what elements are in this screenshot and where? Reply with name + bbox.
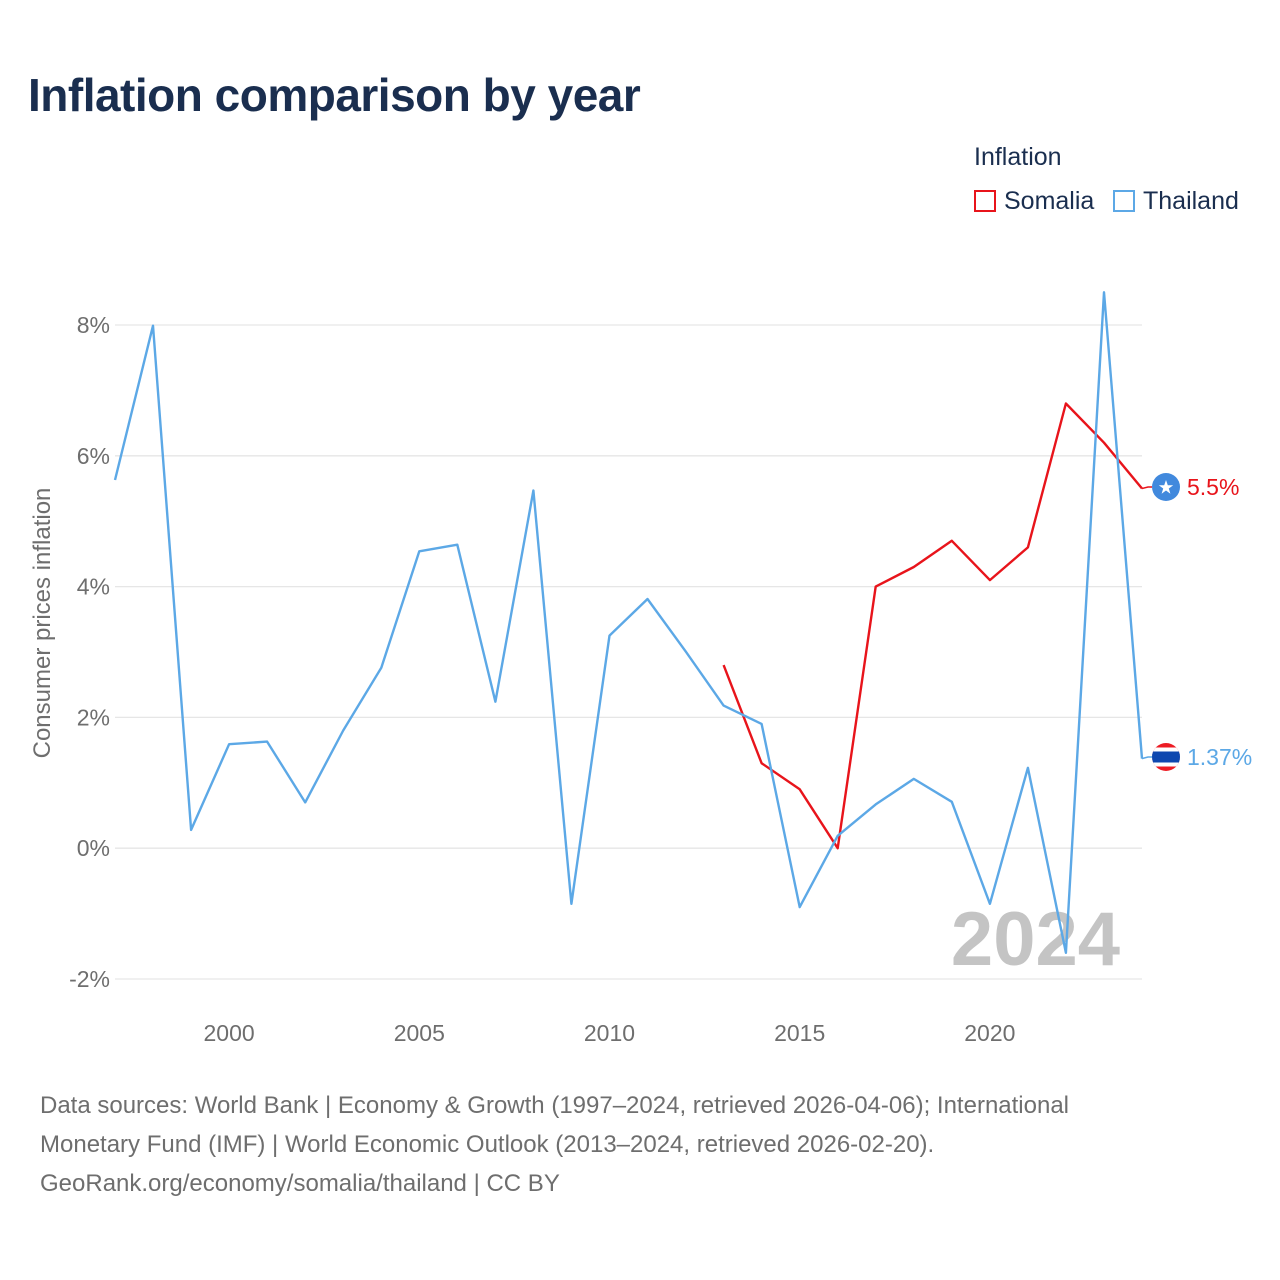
legend-label-somalia: Somalia bbox=[1004, 186, 1095, 215]
x-tick-label: 2000 bbox=[204, 1020, 255, 1046]
page-title: Inflation comparison by year bbox=[28, 69, 641, 121]
legend-label-thailand: Thailand bbox=[1143, 186, 1239, 215]
y-tick-label: 0% bbox=[77, 835, 110, 861]
x-tick-label: 2005 bbox=[394, 1020, 445, 1046]
end-label-somalia: 5.5% bbox=[1187, 474, 1239, 500]
end-label-thailand: 1.37% bbox=[1187, 744, 1252, 770]
y-tick-label: 4% bbox=[77, 574, 110, 600]
legend-item-somalia[interactable]: Somalia bbox=[974, 186, 1094, 216]
x-tick-label: 2010 bbox=[584, 1020, 635, 1046]
x-tick-label: 2020 bbox=[964, 1020, 1015, 1046]
gridlines bbox=[115, 324, 1142, 980]
legend-swatch-somalia bbox=[974, 190, 996, 212]
footer-line-3[interactable]: GeoRank.org/economy/somalia/thailand | C… bbox=[40, 1170, 560, 1197]
x-axis: 2000 2005 2010 2015 2020 bbox=[204, 1020, 1016, 1046]
series-line-somalia bbox=[722, 402, 1143, 850]
legend-swatch-thailand bbox=[1113, 190, 1135, 212]
footer-line-1: Data sources: World Bank | Economy & Gro… bbox=[40, 1092, 1070, 1119]
y-tick-label: 6% bbox=[77, 443, 110, 469]
y-axis: -2% 0% 2% 4% 6% 8% bbox=[69, 312, 110, 992]
series-lines bbox=[113, 291, 1144, 954]
y-tick-label: 8% bbox=[77, 312, 110, 338]
year-watermark: 2024 bbox=[951, 897, 1120, 982]
legend-item-thailand[interactable]: Thailand bbox=[1113, 186, 1239, 216]
x-tick-label: 2015 bbox=[774, 1020, 825, 1046]
footer-sources: Data sources: World Bank | Economy & Gro… bbox=[40, 1086, 1220, 1203]
footer-line-2: Monetary Fund (IMF) | World Economic Out… bbox=[40, 1131, 935, 1158]
y-tick-label: -2% bbox=[69, 966, 110, 992]
line-chart: -2%0%2%4%6%8% 2000 2005 2010 2015 2020 2024 … bbox=[29, 291, 1252, 1046]
y-axis-label: Consumer prices inflation bbox=[29, 488, 56, 759]
legend-title: Inflation bbox=[974, 143, 1062, 171]
end-labels: 5.5% 1.37% bbox=[1141, 474, 1252, 770]
end-connector-somalia bbox=[1141, 486, 1152, 490]
y-tick-label: 2% bbox=[77, 704, 110, 730]
end-connector-thailand bbox=[1141, 756, 1152, 760]
somalia-flag-icon bbox=[1152, 473, 1180, 501]
series-line-thailand bbox=[113, 291, 1144, 954]
thailand-flag-icon bbox=[1152, 743, 1180, 771]
